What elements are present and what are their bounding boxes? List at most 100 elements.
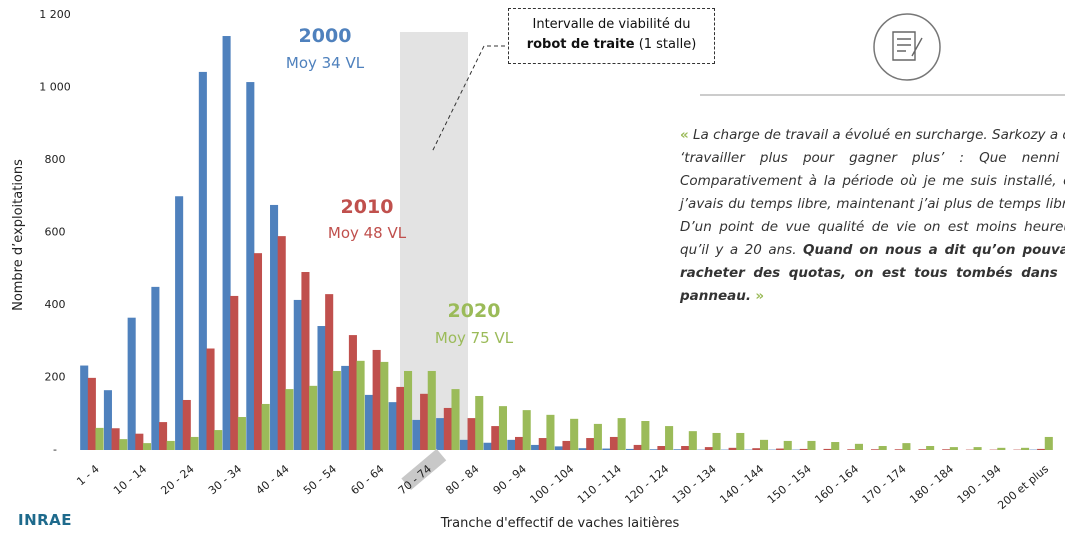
bar: [253, 253, 263, 450]
bar: [135, 433, 144, 450]
x-tick-label: 10 - 14: [111, 462, 149, 497]
bar: [633, 444, 642, 450]
bar: [475, 395, 484, 450]
bar: [641, 421, 650, 450]
bar: [1044, 436, 1053, 450]
quote-mark: «: [680, 127, 689, 143]
bar: [752, 448, 761, 450]
bar: [870, 449, 880, 450]
callout-leader: [431, 45, 505, 153]
bar: [854, 443, 863, 450]
bar: [348, 335, 357, 450]
bar: [142, 443, 152, 450]
bar: [973, 447, 982, 450]
bar: [175, 196, 184, 450]
bar: [111, 428, 120, 450]
y-tick-label: -: [53, 443, 57, 456]
bar: [87, 377, 96, 450]
bar: [119, 439, 128, 450]
x-tick-label: 160 - 164: [812, 462, 861, 506]
bar: [617, 418, 626, 450]
x-tick-label: 60 - 64: [348, 462, 386, 497]
bar: [341, 365, 350, 450]
bar: [665, 426, 674, 450]
quote: « La charge de travail a évolué en surch…: [680, 124, 1065, 308]
series-average: Moy 48 VL: [328, 224, 407, 242]
bar: [776, 448, 785, 450]
bar: [483, 442, 492, 450]
series-label: 2010: [341, 196, 394, 218]
x-tick-label: 90 - 94: [491, 462, 529, 497]
bar: [159, 422, 168, 450]
bar: [704, 447, 713, 450]
bar: [515, 436, 524, 450]
bar: [649, 449, 658, 450]
series-label: 2000: [299, 25, 352, 47]
bar: [285, 389, 294, 450]
series-average: Moy 34 VL: [286, 54, 365, 72]
y-tick-label: 1 200: [39, 8, 71, 21]
bar: [491, 426, 500, 450]
bar: [949, 447, 958, 450]
bar: [309, 385, 318, 450]
bar: [182, 399, 191, 450]
bar: [1021, 447, 1030, 450]
x-tick-label: 80 - 84: [443, 462, 481, 497]
bar: [246, 82, 255, 450]
x-tick-label: 150 - 154: [765, 462, 814, 506]
x-tick-label: 190 - 194: [955, 462, 1004, 506]
bar: [427, 370, 436, 450]
bar: [151, 286, 160, 450]
bar: [498, 406, 508, 450]
bar: [190, 436, 199, 450]
series-label: 2020: [448, 300, 501, 322]
x-tick-label: 20 - 24: [159, 462, 197, 497]
x-tick-label: 30 - 34: [206, 462, 244, 497]
logo: INRAE: [18, 511, 73, 529]
bar: [1037, 448, 1046, 450]
x-tick-label: 130 - 134: [670, 462, 719, 506]
bar: [625, 448, 635, 450]
bar: [459, 439, 468, 450]
bar: [807, 440, 816, 450]
x-axis-title: Tranche d'effectif de vaches laitières: [440, 516, 680, 531]
bar: [688, 431, 697, 450]
bar: [799, 448, 808, 450]
quote-mark: »: [755, 288, 765, 304]
bar: [372, 349, 381, 450]
x-tick-label: 110 - 114: [575, 462, 624, 506]
y-axis-title: Nombre d’exploitations: [11, 159, 26, 311]
bar: [436, 418, 445, 450]
bar: [736, 432, 745, 450]
bar: [332, 370, 341, 450]
bar: [894, 449, 903, 450]
bar: [918, 449, 927, 450]
bar: [847, 449, 856, 450]
bar: [997, 447, 1006, 450]
bar: [412, 419, 421, 450]
bar: [831, 442, 840, 450]
bar: [942, 449, 951, 450]
bar: [222, 36, 231, 451]
bar: [554, 446, 563, 450]
bar: [531, 444, 540, 450]
bar: [317, 326, 326, 450]
bar: [657, 446, 666, 450]
bar: [261, 403, 270, 450]
bar: [206, 348, 215, 450]
quote-text: La charge de travail a évolué en surchar…: [680, 127, 1065, 258]
bar: [364, 394, 374, 450]
bar: [166, 440, 175, 450]
bar: [759, 439, 769, 450]
callout-text: (1 stalle): [638, 37, 697, 52]
x-tick-label: 50 - 54: [301, 462, 339, 497]
bar: [712, 432, 721, 450]
series-average: Moy 75 VL: [435, 329, 514, 347]
bar: [578, 448, 587, 450]
x-tick-label: 180 - 184: [907, 462, 956, 506]
bar: [301, 272, 310, 450]
x-tick-label: 140 - 144: [717, 462, 766, 506]
bar: [783, 440, 792, 450]
